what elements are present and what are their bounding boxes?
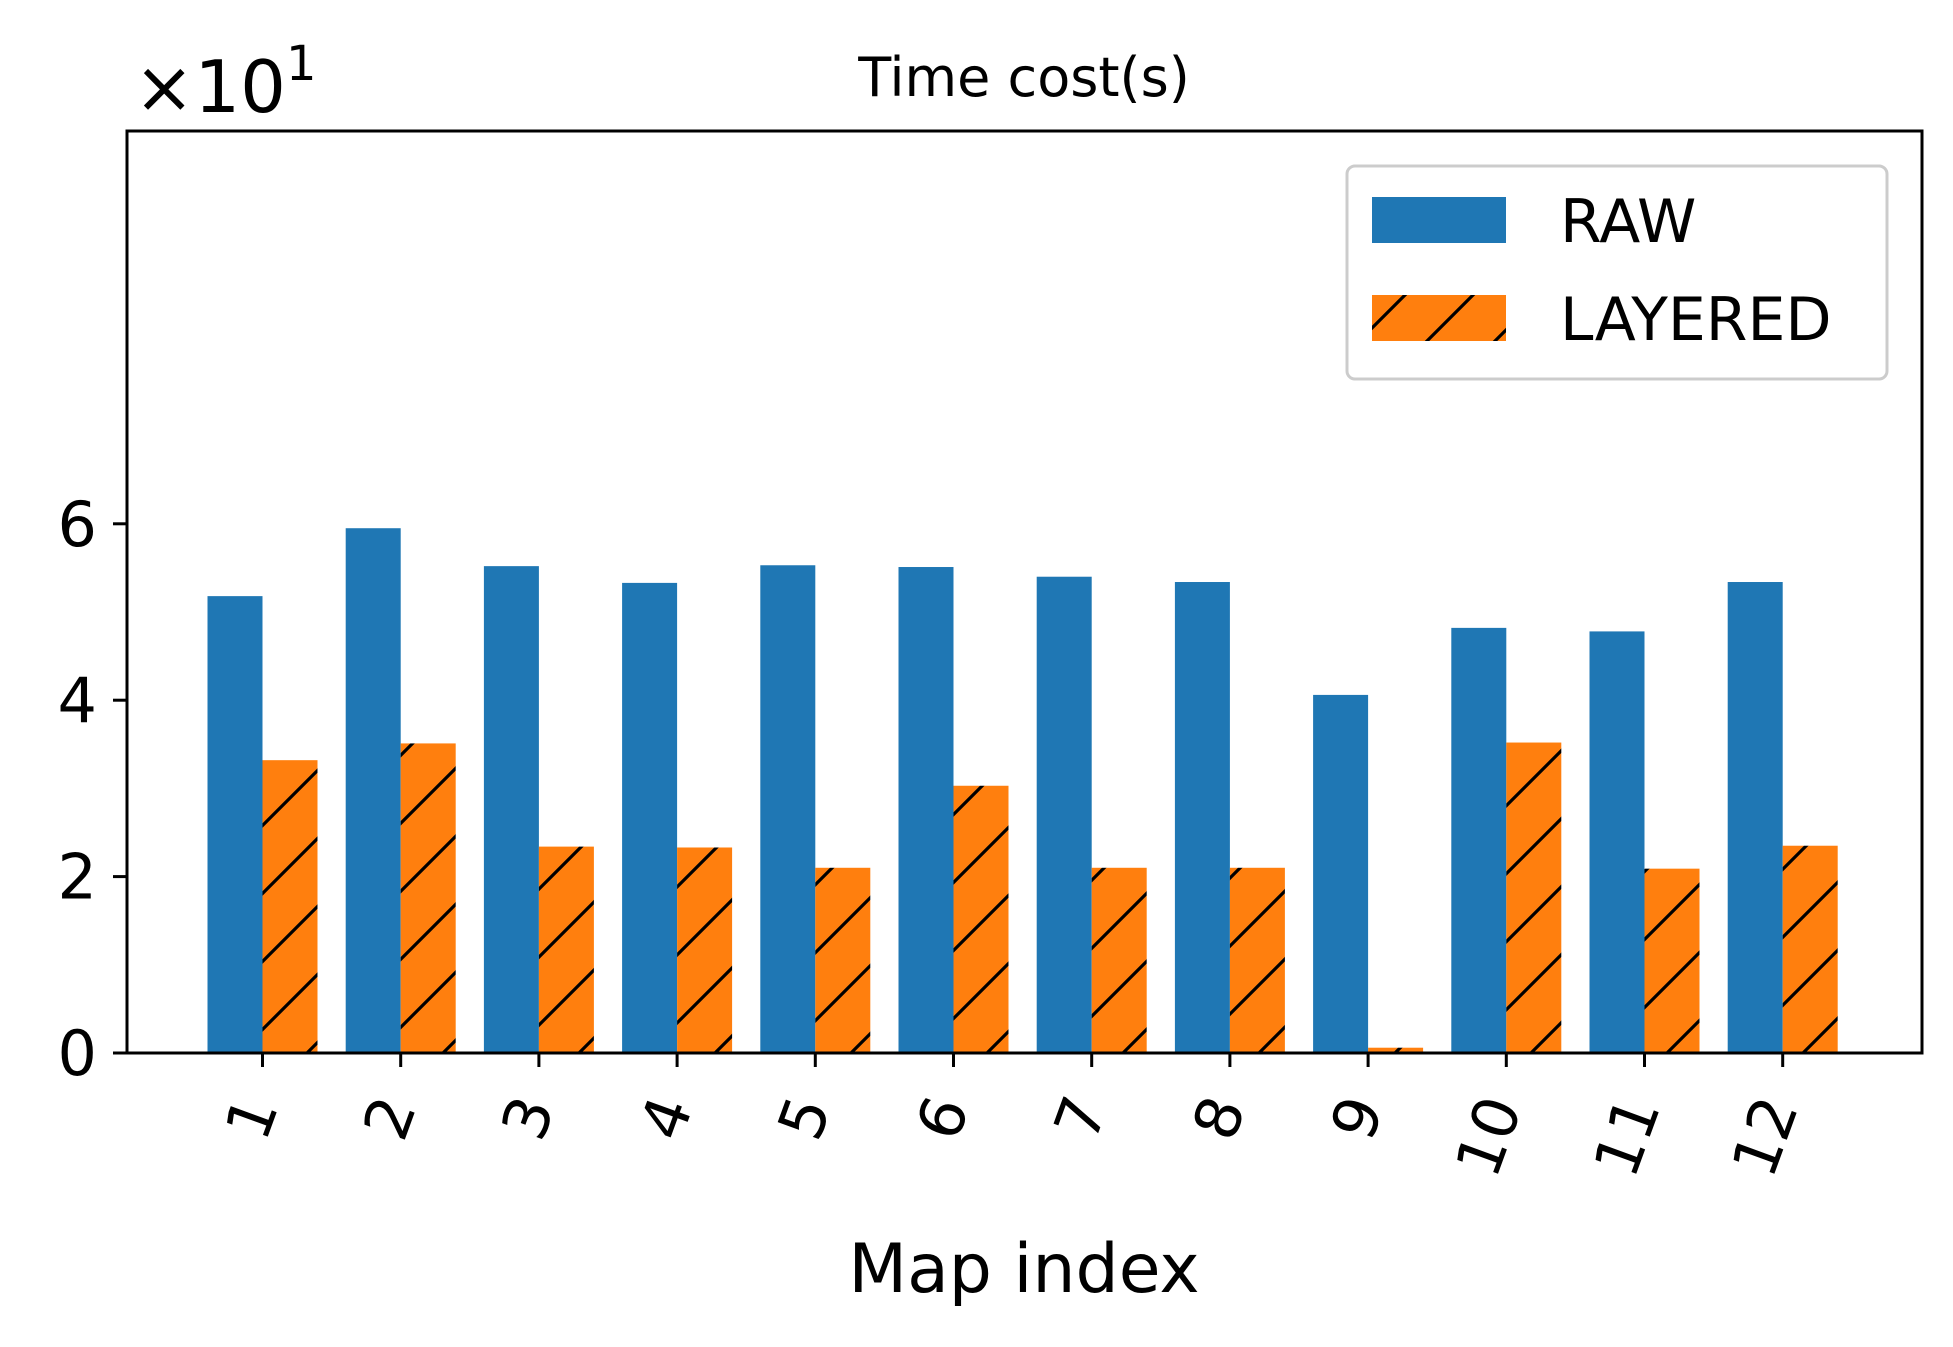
- bar-raw-map-9: [1313, 694, 1369, 1053]
- x-tick-label: 3: [487, 1087, 569, 1149]
- bar-layered-map-8: [1229, 867, 1285, 1053]
- bar-layered-map-5: [815, 867, 871, 1053]
- y-tick-label: 6: [58, 488, 97, 561]
- bar-raw-map-11: [1589, 631, 1645, 1053]
- x-tick-label: 1: [211, 1087, 293, 1149]
- bar-raw-map-3: [483, 566, 539, 1053]
- y-tick-label: 4: [58, 664, 97, 737]
- scale-factor-label: ×101: [134, 36, 317, 129]
- x-tick-label: 9: [1316, 1087, 1398, 1149]
- legend-swatch-raw: [1372, 197, 1506, 243]
- bar-raw-map-12: [1727, 582, 1783, 1053]
- legend-swatch-layered: [1372, 295, 1506, 341]
- bars-group: [207, 528, 1838, 1053]
- x-tick-label: 6: [902, 1087, 984, 1149]
- bar-raw-map-7: [1036, 576, 1092, 1053]
- y-axis: 0 2 4 6: [58, 488, 127, 1090]
- x-axis: 1 2 3 4 5 6 7 8 9 10 11 12: [211, 1053, 1813, 1186]
- bar-raw-map-4: [622, 582, 678, 1053]
- bar-layered-map-2: [400, 743, 456, 1053]
- bar-raw-map-5: [760, 565, 816, 1053]
- x-axis-label: Map index: [848, 1230, 1199, 1309]
- legend-label-layered: LAYERED: [1560, 285, 1832, 355]
- bar-raw-map-8: [1174, 582, 1230, 1053]
- legend: RAW LAYERED: [1345, 164, 1889, 381]
- bar-layered-map-9: [1368, 1047, 1424, 1053]
- bar-layered-map-4: [677, 847, 733, 1053]
- x-tick-label: 11: [1579, 1087, 1675, 1186]
- bar-raw-map-1: [207, 596, 263, 1053]
- y-tick-label: 2: [58, 841, 97, 914]
- x-tick-label: 10: [1441, 1087, 1537, 1186]
- x-tick-label: 5: [763, 1087, 845, 1149]
- x-tick-label: 4: [625, 1087, 707, 1149]
- legend-label-raw: RAW: [1560, 187, 1696, 257]
- x-tick-label: 7: [1040, 1087, 1122, 1149]
- x-tick-label: 2: [349, 1087, 431, 1149]
- bar-layered-map-10: [1506, 742, 1562, 1053]
- bar-layered-map-12: [1782, 845, 1838, 1053]
- bar-layered-map-11: [1644, 868, 1700, 1053]
- chart-title: Time cost(s): [857, 46, 1190, 109]
- bar-layered-map-7: [1091, 867, 1147, 1053]
- bar-layered-map-6: [953, 785, 1009, 1053]
- bar-layered-map-3: [538, 846, 594, 1053]
- bar-layered-map-1: [262, 760, 318, 1053]
- bar-raw-map-2: [345, 528, 401, 1053]
- x-tick-label: 8: [1178, 1087, 1260, 1149]
- bar-raw-map-10: [1451, 627, 1507, 1053]
- plot-frame: [125, 129, 1924, 1055]
- x-tick-label: 12: [1717, 1087, 1813, 1186]
- bar-raw-map-6: [898, 567, 954, 1053]
- y-tick-label: 0: [58, 1017, 97, 1090]
